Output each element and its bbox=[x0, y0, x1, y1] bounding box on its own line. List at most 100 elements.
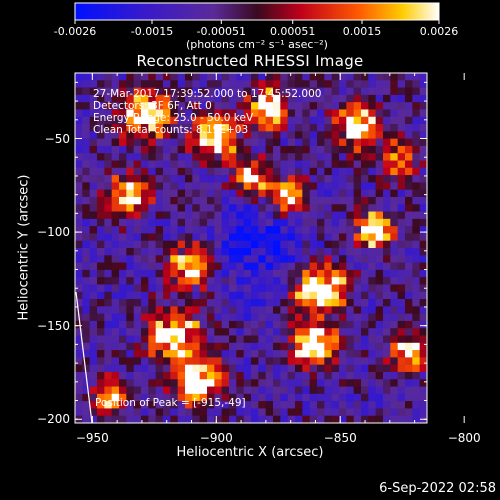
heatmap-pixel bbox=[192, 94, 200, 103]
heatmap-pixel bbox=[133, 189, 142, 198]
heatmap-pixel bbox=[251, 350, 259, 358]
heatmap-pixel bbox=[273, 408, 281, 417]
heatmap-pixel bbox=[331, 371, 340, 380]
heatmap-pixel bbox=[104, 182, 112, 190]
heatmap-pixel bbox=[126, 262, 134, 271]
heatmap-pixel bbox=[324, 167, 332, 176]
heatmap-pixel bbox=[163, 73, 171, 81]
heatmap-pixel bbox=[163, 255, 171, 263]
heatmap-pixel bbox=[104, 386, 112, 395]
heatmap-pixel bbox=[170, 80, 178, 88]
heatmap-pixel bbox=[229, 211, 237, 220]
heatmap-pixel bbox=[353, 371, 362, 380]
heatmap-pixel bbox=[390, 335, 398, 344]
heatmap-pixel bbox=[317, 364, 325, 373]
heatmap-pixel bbox=[397, 189, 406, 198]
heatmap-pixel bbox=[353, 269, 362, 278]
heatmap-pixel bbox=[265, 182, 274, 190]
heatmap-pixel bbox=[163, 269, 171, 278]
heatmap-pixel bbox=[111, 196, 120, 205]
heatmap-pixel bbox=[353, 357, 362, 365]
heatmap-pixel bbox=[141, 94, 149, 103]
heatmap-pixel bbox=[353, 393, 362, 402]
heatmap-pixel bbox=[295, 371, 303, 380]
heatmap-pixel bbox=[119, 182, 127, 190]
heatmap-pixel bbox=[236, 248, 244, 256]
heatmap-pixel bbox=[82, 196, 90, 205]
heatmap-pixel bbox=[126, 393, 134, 402]
heatmap-pixel bbox=[141, 306, 149, 314]
heatmap-pixel bbox=[390, 189, 398, 198]
heatmap-pixel bbox=[229, 269, 237, 278]
heatmap-pixel bbox=[221, 175, 230, 183]
heatmap-pixel bbox=[155, 131, 164, 139]
heatmap-pixel bbox=[295, 408, 303, 417]
heatmap-pixel bbox=[390, 364, 398, 373]
heatmap-pixel bbox=[82, 342, 90, 351]
heatmap-pixel bbox=[383, 269, 391, 278]
y-axis-label: Heliocentric Y (arcsec) bbox=[16, 174, 32, 321]
heatmap-pixel bbox=[346, 291, 354, 300]
heatmap-pixel bbox=[324, 415, 332, 423]
colorbar-unit-label: (photons cm⁻² s⁻¹ asec⁻²) bbox=[186, 38, 328, 51]
heatmap-pixel bbox=[280, 94, 288, 103]
heatmap-pixel bbox=[368, 320, 376, 329]
heatmap-pixel bbox=[177, 102, 186, 110]
heatmap-pixel bbox=[346, 138, 354, 147]
heatmap-pixel bbox=[148, 291, 156, 300]
heatmap-pixel bbox=[339, 138, 347, 147]
heatmap-pixel bbox=[251, 87, 259, 96]
heatmap-pixel bbox=[75, 350, 83, 358]
heatmap-pixel bbox=[397, 167, 406, 176]
heatmap-pixel bbox=[89, 131, 98, 139]
heatmap-pixel bbox=[397, 277, 406, 285]
heatmap-pixel bbox=[104, 153, 112, 161]
heatmap-pixel bbox=[273, 284, 281, 293]
heatmap-pixel bbox=[361, 306, 369, 314]
heatmap-pixel bbox=[405, 211, 413, 220]
heatmap-pixel bbox=[185, 262, 193, 271]
heatmap-pixel bbox=[163, 291, 171, 300]
heatmap-pixel bbox=[317, 124, 325, 132]
heatmap-pixel bbox=[390, 240, 398, 249]
heatmap-pixel bbox=[273, 299, 281, 307]
heatmap-pixel bbox=[324, 364, 332, 373]
heatmap-pixel bbox=[229, 284, 237, 293]
heatmap-pixel bbox=[214, 167, 222, 176]
heatmap-pixel bbox=[207, 116, 215, 125]
heatmap-pixel bbox=[97, 204, 105, 212]
heatmap-pixel bbox=[148, 379, 156, 387]
heatmap-pixel bbox=[273, 313, 281, 322]
heatmap-pixel bbox=[111, 320, 120, 329]
heatmap-pixel bbox=[192, 306, 200, 314]
heatmap-pixel bbox=[192, 233, 200, 242]
heatmap-pixel bbox=[185, 408, 193, 417]
heatmap-pixel bbox=[317, 87, 325, 96]
heatmap-pixel bbox=[295, 102, 303, 110]
heatmap-pixel bbox=[383, 182, 391, 190]
heatmap-pixel bbox=[82, 357, 90, 365]
heatmap-pixel bbox=[214, 255, 222, 263]
heatmap-pixel bbox=[353, 342, 362, 351]
heatmap-pixel bbox=[192, 320, 200, 329]
heatmap-pixel bbox=[236, 284, 244, 293]
heatmap-pixel bbox=[390, 328, 398, 336]
heatmap-pixel bbox=[375, 408, 384, 417]
heatmap-pixel bbox=[155, 306, 164, 314]
heatmap-pixel bbox=[353, 80, 362, 88]
heatmap-pixel bbox=[265, 379, 274, 387]
heatmap-pixel bbox=[317, 248, 325, 256]
heatmap-pixel bbox=[163, 80, 171, 88]
heatmap-pixel bbox=[287, 371, 296, 380]
heatmap-pixel bbox=[148, 335, 156, 344]
heatmap-pixel bbox=[251, 371, 259, 380]
heatmap-pixel bbox=[75, 116, 83, 125]
heatmap-pixel bbox=[258, 320, 266, 329]
heatmap-pixel bbox=[155, 248, 164, 256]
heatmap-pixel bbox=[339, 262, 347, 271]
heatmap-pixel bbox=[185, 371, 193, 380]
heatmap-pixel bbox=[221, 131, 230, 139]
heatmap-pixel bbox=[236, 226, 244, 234]
heatmap-pixel bbox=[199, 73, 208, 81]
heatmap-pixel bbox=[405, 342, 413, 351]
